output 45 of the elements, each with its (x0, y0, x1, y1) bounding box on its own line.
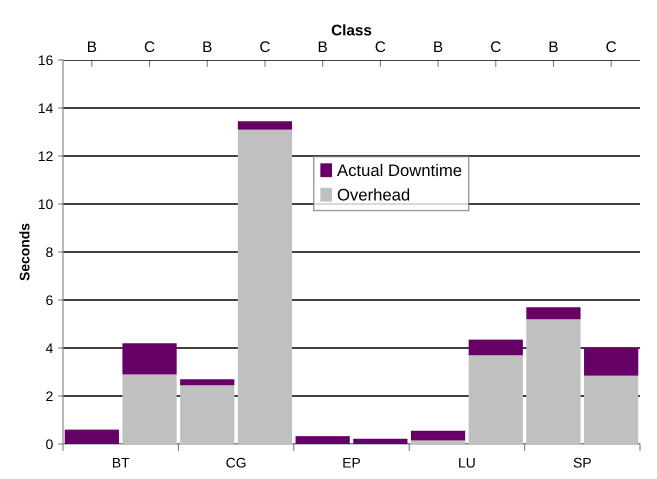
legend-label: Actual Downtime (337, 164, 462, 176)
bar (238, 130, 292, 444)
y-tick-label: 14 (38, 103, 53, 114)
y-tick-label: 16 (38, 55, 53, 66)
x2-axis-title: Class (332, 24, 372, 36)
bar (584, 348, 638, 376)
y-tick-label: 6 (46, 295, 53, 306)
bar (526, 319, 581, 444)
x-tick-label: B (318, 41, 327, 52)
bar (122, 374, 177, 444)
text: BT (112, 458, 130, 468)
bar (468, 355, 523, 444)
bar (468, 340, 523, 356)
bar (64, 430, 119, 444)
x-tick-label: B (88, 41, 96, 52)
y-tick-label: 8 (46, 247, 53, 258)
text: CG (226, 458, 246, 468)
bar (296, 436, 350, 444)
bar (180, 385, 234, 444)
text: LU (459, 458, 475, 468)
x-tick-label: C (260, 41, 270, 52)
x-tick-label: C (144, 41, 154, 52)
bar (238, 121, 292, 130)
x-tick-label: C (376, 41, 386, 52)
y-tick-label: 12 (38, 151, 53, 162)
bar (122, 343, 177, 374)
y-tick-label: 0 (46, 439, 53, 450)
y-axis-title: Seconds (19, 224, 30, 281)
legend-label: Overhead (338, 188, 410, 201)
bar (410, 440, 466, 444)
bar (584, 376, 638, 444)
y-tick-label: 10 (38, 199, 53, 210)
text: EP (343, 458, 360, 468)
y-tick-label: 2 (46, 391, 53, 402)
x-tick-label: B (550, 41, 558, 52)
bar (353, 438, 408, 444)
x-tick-label: C (491, 41, 501, 52)
x-tick-label: C (606, 41, 616, 52)
bar (526, 307, 581, 320)
x-tick-label: B (434, 41, 442, 52)
bar (410, 430, 466, 440)
text: SP (574, 458, 591, 468)
y-tick-label: 4 (46, 343, 53, 354)
x-tick-label: B (203, 41, 212, 52)
bar (180, 379, 234, 386)
